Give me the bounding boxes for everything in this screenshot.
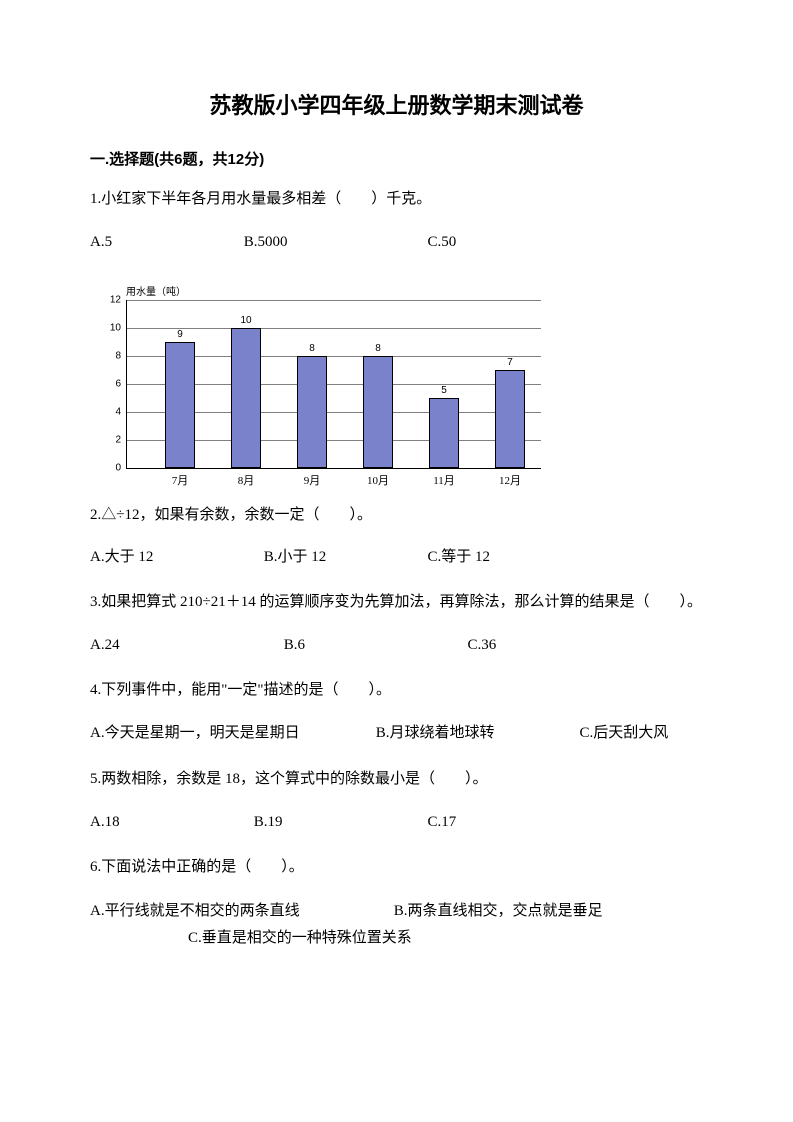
question-4: 4.下列事件中，能用"一定"描述的是（ ）。 <box>90 678 703 703</box>
chart-xtick: 7月 <box>172 468 189 488</box>
chart-bar-label: 8 <box>298 343 326 354</box>
question-6-options: A.平行线就是不相交的两条直线 B.两条直线相交，交点就是垂足 C.垂直是相交的… <box>90 898 703 952</box>
chart-bar: 8 <box>297 356 327 468</box>
chart-bar-label: 8 <box>364 343 392 354</box>
water-usage-chart: 用水量（吨） 02468101297月108月89月810月511月712月 <box>90 283 703 469</box>
q5-opt-c: C.17 <box>428 810 457 835</box>
question-6: 6.下面说法中正确的是（ ）。 <box>90 855 703 880</box>
chart-xtick: 9月 <box>304 468 321 488</box>
q3-opt-c: C.36 <box>468 633 497 658</box>
section-heading: 一.选择题(共6题，共12分) <box>90 148 703 169</box>
q6-opt-b: B.两条直线相交，交点就是垂足 <box>394 898 603 925</box>
chart-xtick: 11月 <box>433 468 455 488</box>
q5-opt-a: A.18 <box>90 810 250 835</box>
q6-opt-c: C.垂直是相交的一种特殊位置关系 <box>188 925 412 952</box>
q5-opt-b: B.19 <box>254 810 424 835</box>
question-1: 1.小红家下半年各月用水量最多相差（ ）千克。 <box>90 187 703 212</box>
q4-opt-a: A.今天是星期一，明天是星期日 <box>90 720 372 747</box>
chart-ytick: 0 <box>97 462 127 473</box>
question-5: 5.两数相除，余数是 18，这个算式中的除数最小是（ ）。 <box>90 767 703 792</box>
chart-bar: 7 <box>495 370 525 468</box>
q3-opt-b: B.6 <box>284 633 464 658</box>
chart-ytick: 10 <box>97 322 127 333</box>
chart-bar: 10 <box>231 328 261 468</box>
question-2: 2.△÷12，如果有余数，余数一定（ ）。 <box>90 503 703 528</box>
chart-ytick: 2 <box>97 434 127 445</box>
chart-xtick: 10月 <box>367 468 389 488</box>
chart-xtick: 8月 <box>238 468 255 488</box>
chart-gridline <box>127 300 541 301</box>
chart-y-label: 用水量（吨） <box>126 283 548 298</box>
chart-bar: 9 <box>165 342 195 468</box>
question-5-options: A.18 B.19 C.17 <box>90 810 703 835</box>
question-2-options: A.大于 12 B.小于 12 C.等于 12 <box>90 545 703 570</box>
q4-opt-b: B.月球绕着地球转 <box>376 720 576 747</box>
chart-bar: 8 <box>363 356 393 468</box>
q6-opt-a: A.平行线就是不相交的两条直线 <box>90 898 390 925</box>
question-1-options: A.5 B.5000 C.50 <box>90 230 703 255</box>
chart-bar-label: 7 <box>496 357 524 368</box>
chart-bar-label: 5 <box>430 385 458 396</box>
chart-bar-label: 10 <box>232 315 260 326</box>
q2-opt-b: B.小于 12 <box>264 545 424 570</box>
question-4-options: A.今天是星期一，明天是星期日 B.月球绕着地球转 C.后天刮大风 <box>90 720 703 747</box>
chart-bar-label: 9 <box>166 329 194 340</box>
page-title: 苏教版小学四年级上册数学期末测试卷 <box>90 88 703 120</box>
chart-ytick: 12 <box>97 294 127 305</box>
chart-ytick: 6 <box>97 378 127 389</box>
chart-ytick: 8 <box>97 350 127 361</box>
q4-opt-c: C.后天刮大风 <box>580 720 669 747</box>
question-3: 3.如果把算式 210÷21＋14 的运算顺序变为先算加法，再算除法，那么计算的… <box>90 590 703 615</box>
chart-ytick: 4 <box>97 406 127 417</box>
q2-opt-a: A.大于 12 <box>90 545 260 570</box>
chart-xtick: 12月 <box>499 468 521 488</box>
q2-opt-c: C.等于 12 <box>428 545 491 570</box>
question-3-options: A.24 B.6 C.36 <box>90 633 703 658</box>
q3-opt-a: A.24 <box>90 633 280 658</box>
q1-opt-c: C.50 <box>428 230 457 255</box>
chart-bar: 5 <box>429 398 459 468</box>
q1-opt-b: B.5000 <box>244 230 424 255</box>
q1-opt-a: A.5 <box>90 230 240 255</box>
